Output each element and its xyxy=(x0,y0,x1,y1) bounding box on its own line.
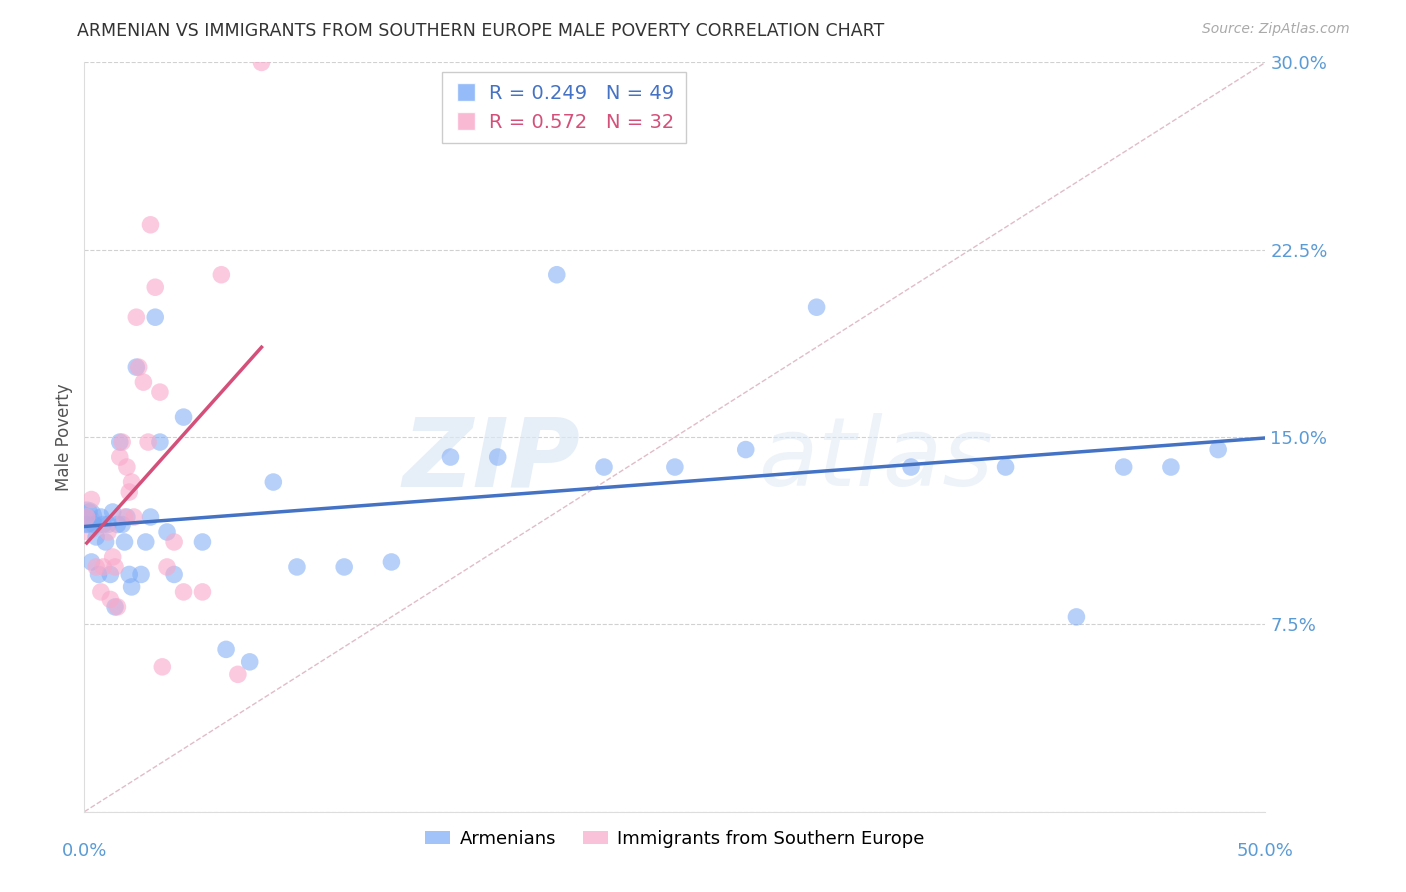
Point xyxy=(900,460,922,475)
Point xyxy=(150,660,173,674)
Point xyxy=(546,268,568,282)
Point xyxy=(111,517,134,532)
Point xyxy=(97,524,120,539)
Point xyxy=(139,510,162,524)
Point xyxy=(83,517,105,532)
Point xyxy=(209,268,232,282)
Point xyxy=(262,475,284,489)
Text: Source: ZipAtlas.com: Source: ZipAtlas.com xyxy=(1202,22,1350,37)
Point xyxy=(104,560,127,574)
Point xyxy=(101,549,124,564)
Point xyxy=(994,460,1017,475)
Point xyxy=(76,517,98,532)
Text: ZIP: ZIP xyxy=(402,413,581,506)
Point xyxy=(76,510,98,524)
Point xyxy=(125,310,148,325)
Point xyxy=(1112,460,1135,475)
Point xyxy=(239,655,262,669)
Point xyxy=(734,442,756,457)
Point xyxy=(76,517,98,532)
Point xyxy=(108,450,131,464)
Point xyxy=(1206,442,1229,457)
Point xyxy=(1160,460,1182,475)
Point xyxy=(115,460,138,475)
Point xyxy=(149,385,172,400)
Point xyxy=(135,535,157,549)
Point xyxy=(111,435,134,450)
Point xyxy=(87,567,110,582)
Y-axis label: Male Poverty: Male Poverty xyxy=(55,384,73,491)
Point xyxy=(173,585,195,599)
Point xyxy=(139,218,162,232)
Point xyxy=(115,510,138,524)
Point xyxy=(91,517,114,532)
Point xyxy=(98,567,121,582)
Point xyxy=(125,360,148,375)
Point xyxy=(128,360,150,375)
Point xyxy=(333,560,356,574)
Point xyxy=(98,592,121,607)
Point xyxy=(84,560,107,574)
Point xyxy=(156,560,179,574)
Point xyxy=(250,55,273,70)
Point xyxy=(77,505,100,519)
Text: atlas: atlas xyxy=(758,413,993,506)
Point xyxy=(84,530,107,544)
Point xyxy=(97,517,120,532)
Point xyxy=(285,560,308,574)
Point xyxy=(132,375,155,389)
Point xyxy=(80,492,103,507)
Point xyxy=(380,555,402,569)
Point xyxy=(107,599,129,614)
Point xyxy=(215,642,238,657)
Point xyxy=(143,280,166,294)
Point xyxy=(143,310,166,325)
Point xyxy=(191,535,214,549)
Point xyxy=(486,450,509,464)
Point xyxy=(163,567,186,582)
Point xyxy=(90,510,112,524)
Text: ARMENIAN VS IMMIGRANTS FROM SOUTHERN EUROPE MALE POVERTY CORRELATION CHART: ARMENIAN VS IMMIGRANTS FROM SOUTHERN EUR… xyxy=(77,22,884,40)
Point xyxy=(226,667,249,681)
Point xyxy=(91,560,114,574)
Point xyxy=(90,585,112,599)
Point xyxy=(173,410,195,425)
Point xyxy=(129,567,152,582)
Point xyxy=(806,300,828,314)
Point xyxy=(104,599,127,614)
Point xyxy=(108,435,131,450)
Point xyxy=(94,535,117,549)
Point xyxy=(149,435,172,450)
Point xyxy=(136,435,159,450)
Point xyxy=(439,450,461,464)
Point xyxy=(664,460,686,475)
Point xyxy=(118,567,141,582)
Point xyxy=(1066,610,1088,624)
Point xyxy=(114,535,136,549)
Point xyxy=(101,505,124,519)
Point xyxy=(191,585,214,599)
Point xyxy=(118,485,141,500)
Point xyxy=(593,460,616,475)
Text: 50.0%: 50.0% xyxy=(1237,842,1294,860)
Point xyxy=(80,555,103,569)
Point xyxy=(121,475,143,489)
Point xyxy=(107,517,129,532)
Legend: Armenians, Immigrants from Southern Europe: Armenians, Immigrants from Southern Euro… xyxy=(418,822,932,855)
Point xyxy=(156,524,179,539)
Point xyxy=(121,580,143,594)
Text: 0.0%: 0.0% xyxy=(62,842,107,860)
Point xyxy=(163,535,186,549)
Point xyxy=(122,510,145,524)
Point xyxy=(114,510,136,524)
Point xyxy=(76,510,98,524)
